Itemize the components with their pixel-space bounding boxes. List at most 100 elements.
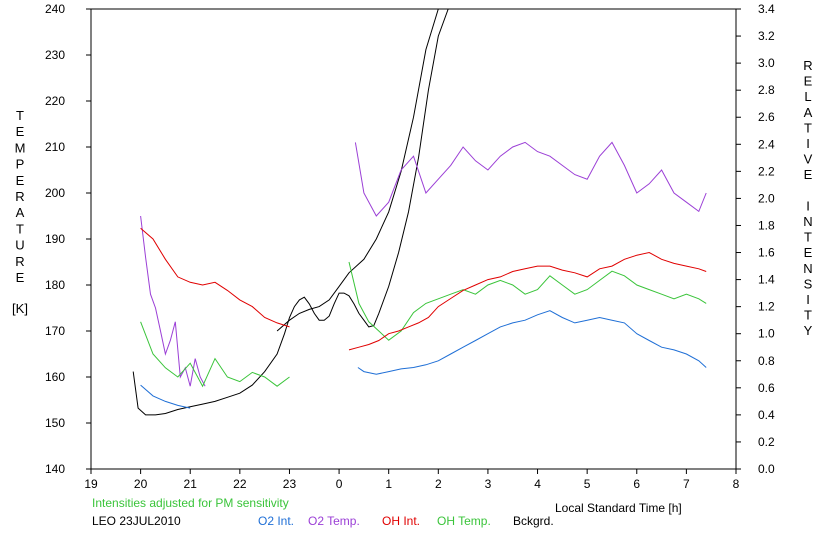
series-line-o2-temp xyxy=(354,141,707,217)
x-axis-label: Local Standard Time [h] xyxy=(555,501,682,515)
y-left-label-letter: U xyxy=(15,238,24,253)
y-right-tick-label: 1.6 xyxy=(758,246,775,260)
legend-item: O2 Temp. xyxy=(308,514,360,528)
y-left-tick-label: 140 xyxy=(45,462,65,476)
y-right-tick-label: 3.2 xyxy=(758,29,775,43)
legend-item: OH Int. xyxy=(382,514,420,528)
y-right-label-letter: I xyxy=(806,198,810,213)
y-right-tick-label: 2.0 xyxy=(758,191,775,205)
y-right-tick-label: 2.4 xyxy=(758,137,775,151)
x-tick-label: 19 xyxy=(84,477,98,491)
y-right-label-letter: E xyxy=(804,167,813,182)
y-left-tick-label: 150 xyxy=(45,416,65,430)
y-left-tick-label: 240 xyxy=(45,2,65,16)
y-left-unit: [K] xyxy=(12,301,28,316)
series-line-oh-int xyxy=(140,227,290,328)
x-tick-label: 22 xyxy=(233,477,247,491)
legend-item: OH Temp. xyxy=(437,514,491,528)
y-left-label-letter: A xyxy=(16,205,25,220)
y-right-tick-label: 0.6 xyxy=(758,381,775,395)
series-line-oh-temp xyxy=(140,321,290,388)
y-left-tick-label: 200 xyxy=(45,186,65,200)
y-right-label-letter: Y xyxy=(804,323,813,338)
x-tick-label: 0 xyxy=(336,477,343,491)
y-left-tick-label: 220 xyxy=(45,94,65,108)
y-right-tick-label: 3.0 xyxy=(758,56,775,70)
y-right-label-letter: T xyxy=(804,308,812,323)
y-right-label-letter: V xyxy=(804,152,813,167)
y-left-label-letter: E xyxy=(16,270,25,285)
y-right-tick-label: 1.2 xyxy=(758,300,775,314)
y-right-label-letter: N xyxy=(803,214,812,229)
y-right-tick-label: 1.0 xyxy=(758,327,775,341)
x-tick-label: 21 xyxy=(184,477,198,491)
y-right-tick-label: 1.4 xyxy=(758,273,775,287)
y-right-tick-label: 2.8 xyxy=(758,83,775,97)
y-right-tick-label: 2.6 xyxy=(758,110,775,124)
y-right-label-letter: E xyxy=(804,74,813,89)
y-right-tick-label: 0.8 xyxy=(758,354,775,368)
y-right-tick-label: 0.2 xyxy=(758,435,775,449)
series-line-o2-int xyxy=(140,384,191,409)
series-layer xyxy=(132,9,719,416)
y-left-label-letter: E xyxy=(16,124,25,139)
y-right-label-letter: I xyxy=(806,292,810,307)
y-left-tick-label: 190 xyxy=(45,232,65,246)
note-text: Intensities adjusted for PM sensitivity xyxy=(92,496,289,510)
plot-frame xyxy=(90,8,737,470)
y-right-tick-label: 3.4 xyxy=(758,2,775,16)
y-left-label-letter: T xyxy=(16,221,24,236)
x-axis: 19 20 21 22 23 0 1 2 3 4 5 6 7 8 xyxy=(84,469,740,491)
y-right-label-letter: A xyxy=(804,105,813,120)
station-label: LEO 23JUL2010 xyxy=(92,514,181,528)
y-left-label-letter: M xyxy=(15,140,26,155)
x-tick-label: 6 xyxy=(633,477,640,491)
y-axis-left: 140 150 160 170 180 190 200 210 220 230 240 xyxy=(45,2,91,476)
x-tick-label: 7 xyxy=(683,477,690,491)
series-line-oh-int xyxy=(348,251,707,351)
legend-item: O2 Int. xyxy=(258,514,294,528)
series-line-bckgrd xyxy=(276,9,719,332)
series-line-o2-temp xyxy=(140,215,206,387)
series-line-bckgrd xyxy=(378,9,518,314)
y-right-tick-label: 2.2 xyxy=(758,164,775,178)
x-tick-label: 8 xyxy=(733,477,740,491)
y-right-tick-label: 0.4 xyxy=(758,408,775,422)
y-left-tick-label: 160 xyxy=(45,370,65,384)
y-axis-right: 0.0 0.2 0.4 0.6 0.8 1.0 1.2 1.4 1.6 1.8 2.0 2.2 2.4 2… xyxy=(736,2,775,476)
x-tick-label: 23 xyxy=(283,477,297,491)
y-right-label-letter: T xyxy=(804,120,812,135)
y-left-label-letter: E xyxy=(16,173,25,188)
y-right-label-letter: S xyxy=(804,276,813,291)
x-tick-label: 2 xyxy=(435,477,442,491)
y-right-label-letter: T xyxy=(804,230,812,245)
y-left-label-letter: R xyxy=(15,254,24,269)
x-tick-label: 1 xyxy=(385,477,392,491)
y-right-label-letter: L xyxy=(804,89,811,104)
y-left-label-letter: T xyxy=(16,108,24,123)
series-line-bckgrd xyxy=(132,292,380,416)
x-tick-label: 3 xyxy=(485,477,492,491)
y-right-label-letter: E xyxy=(804,245,813,260)
y-left-label-letter: R xyxy=(15,189,24,204)
y-right-tick-label: 0.0 xyxy=(758,462,775,476)
x-tick-label: 20 xyxy=(134,477,148,491)
legend-item: Bckgrd. xyxy=(513,514,554,528)
y-left-tick-label: 170 xyxy=(45,324,65,338)
y-right-label-letter: I xyxy=(806,136,810,151)
y-left-tick-label: 230 xyxy=(45,48,65,62)
x-tick-label: 4 xyxy=(534,477,541,491)
y-right-label-letter: N xyxy=(803,261,812,276)
legend: O2 Int. O2 Temp. OH Int. OH Temp. Bckgrd. xyxy=(258,514,554,528)
y-left-tick-label: 180 xyxy=(45,278,65,292)
y-left-tick-label: 210 xyxy=(45,140,65,154)
y-right-label-letter: R xyxy=(803,58,812,73)
y-left-label-letter: P xyxy=(16,157,25,172)
series-line-oh-temp xyxy=(348,261,707,341)
y-right-tick-label: 1.8 xyxy=(758,218,775,232)
series-line-o2-int xyxy=(357,310,707,375)
x-tick-label: 5 xyxy=(584,477,591,491)
